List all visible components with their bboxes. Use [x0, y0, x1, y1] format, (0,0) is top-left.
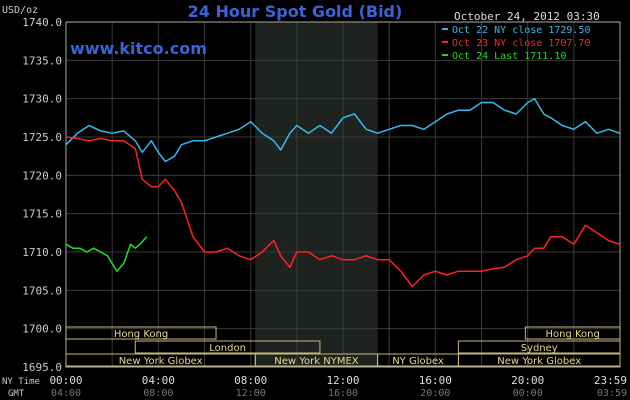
y-tick-label: 1720.0	[22, 169, 62, 182]
y-tick-label: 1700.0	[22, 323, 62, 336]
x-tick-label-ny: 08:00	[234, 374, 267, 387]
plot-frame	[65, 21, 621, 368]
session-label: Hong Kong	[114, 329, 168, 340]
session-label: New York NYMEX	[274, 356, 359, 367]
unit-label: USD/oz	[2, 5, 38, 16]
y-tick-label: 1725.0	[22, 131, 62, 144]
session-box	[134, 340, 321, 354]
x-tick-label-ny: 04:00	[142, 374, 175, 387]
session-bar: Hong Kong	[524, 326, 621, 340]
session-label: London	[209, 343, 246, 354]
ny-time-label: NY Time	[2, 377, 40, 387]
legend: Oct 22 NY close 1729.50 Oct 23 NY close 1…	[442, 25, 590, 62]
session-label: Sydney	[521, 343, 558, 354]
series-line-oct-22	[65, 97, 620, 163]
session-box	[457, 353, 621, 367]
x-tick-label-gmt: 08:00	[143, 388, 173, 399]
session-label: Hong Kong	[545, 329, 599, 340]
price-series	[65, 97, 620, 288]
x-tick-label-ny: 20:00	[511, 374, 544, 387]
session-bar: Hong Kong	[65, 326, 217, 340]
y-tick-label: 1695.0	[22, 361, 62, 374]
session-bar: London	[134, 340, 321, 354]
x-tick-label-gmt: 03:59	[597, 388, 627, 399]
x-axis-tick-labels: 00:0004:0004:0008:0008:0012:0012:0016:00…	[49, 374, 627, 399]
timestamp: October 24, 2012 03:30	[454, 10, 600, 23]
legend-label: Oct 23 NY close 1707.70	[452, 38, 590, 49]
x-tick-label-gmt: 00:00	[513, 388, 543, 399]
legend-label: Oct 22 NY close 1729.50	[452, 25, 590, 36]
watermark: www.kitco.com	[70, 39, 207, 58]
gmt-label: GMT	[8, 389, 25, 399]
grid	[66, 21, 620, 368]
y-axis-tick-labels: 1695.0 1700.0 1705.0 1710.0 1715.0 1720.0 1725…	[22, 16, 62, 374]
x-tick-label-gmt: 12:00	[236, 388, 266, 399]
session-label: New York Globex	[119, 356, 203, 367]
session-box	[457, 340, 621, 354]
y-tick-label: 1710.0	[22, 246, 62, 259]
y-tick-label: 1735.0	[22, 54, 62, 67]
y-tick-label: 1705.0	[22, 284, 62, 297]
x-tick-label-gmt: 16:00	[328, 388, 358, 399]
y-tick-label: 1730.0	[22, 93, 62, 106]
legend-entry: Oct 23 NY close 1707.70	[442, 38, 590, 49]
y-tick-label: 1740.0	[22, 16, 62, 29]
legend-entry: Oct 22 NY close 1729.50	[442, 25, 590, 36]
legend-label: Oct 24 Last 1711.10	[452, 51, 566, 62]
session-label: NY Globex	[392, 356, 444, 367]
session-box	[524, 326, 621, 340]
x-tick-label-gmt: 04:00	[51, 388, 81, 399]
x-tick-label-ny: 00:00	[49, 374, 82, 387]
market-sessions: Hong Kong Hong Kong London Sydney New York G…	[65, 326, 621, 367]
legend-entry: Oct 24 Last 1711.10	[442, 51, 566, 62]
session-bar: Sydney	[457, 340, 621, 354]
session-label: New York Globex	[497, 356, 581, 367]
x-tick-label-gmt: 20:00	[420, 388, 450, 399]
x-tick-label-ny: 23:59	[594, 374, 627, 387]
series-line-oct-24	[65, 236, 148, 272]
shaded-band	[255, 22, 378, 367]
x-tick-label-ny: 16:00	[419, 374, 452, 387]
session-bar: New York Globex	[457, 353, 621, 367]
chart-title: 24 Hour Spot Gold (Bid)	[188, 2, 403, 21]
session-box	[65, 326, 217, 340]
nymex-shaded-region	[255, 22, 378, 367]
y-tick-label: 1715.0	[22, 208, 62, 221]
x-tick-label-ny: 12:00	[326, 374, 359, 387]
series-line-oct-23	[65, 136, 620, 288]
